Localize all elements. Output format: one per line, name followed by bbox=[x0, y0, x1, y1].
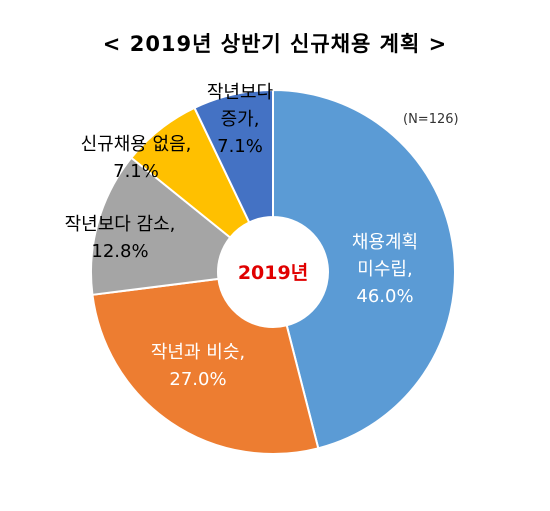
slice-5-value: 7.1% bbox=[217, 136, 263, 157]
center-label: 2019년 bbox=[238, 262, 308, 284]
chart-title: < 2019년 상반기 신규채용 계획 > bbox=[102, 32, 448, 56]
donut-hole bbox=[218, 217, 328, 327]
slice-1-label: 미수립, bbox=[357, 259, 412, 280]
slice-1-value: 46.0% bbox=[356, 286, 413, 307]
slice-2-label: 작년과 비슷, bbox=[151, 342, 245, 363]
slice-2-value: 27.0% bbox=[169, 369, 226, 390]
slice-3-label: 작년보다 감소, bbox=[65, 214, 176, 235]
slice-5-label: 증가, bbox=[221, 109, 260, 130]
slice-3-value: 12.8% bbox=[91, 241, 148, 262]
slice-4-label: 신규채용 없음, bbox=[81, 134, 192, 155]
slice-4-value: 7.1% bbox=[113, 161, 159, 182]
sample-size-note: (N=126) bbox=[403, 112, 459, 127]
slice-1-label: 채용계획 bbox=[352, 232, 418, 253]
slice-5-label: 작년보다 bbox=[207, 82, 274, 103]
